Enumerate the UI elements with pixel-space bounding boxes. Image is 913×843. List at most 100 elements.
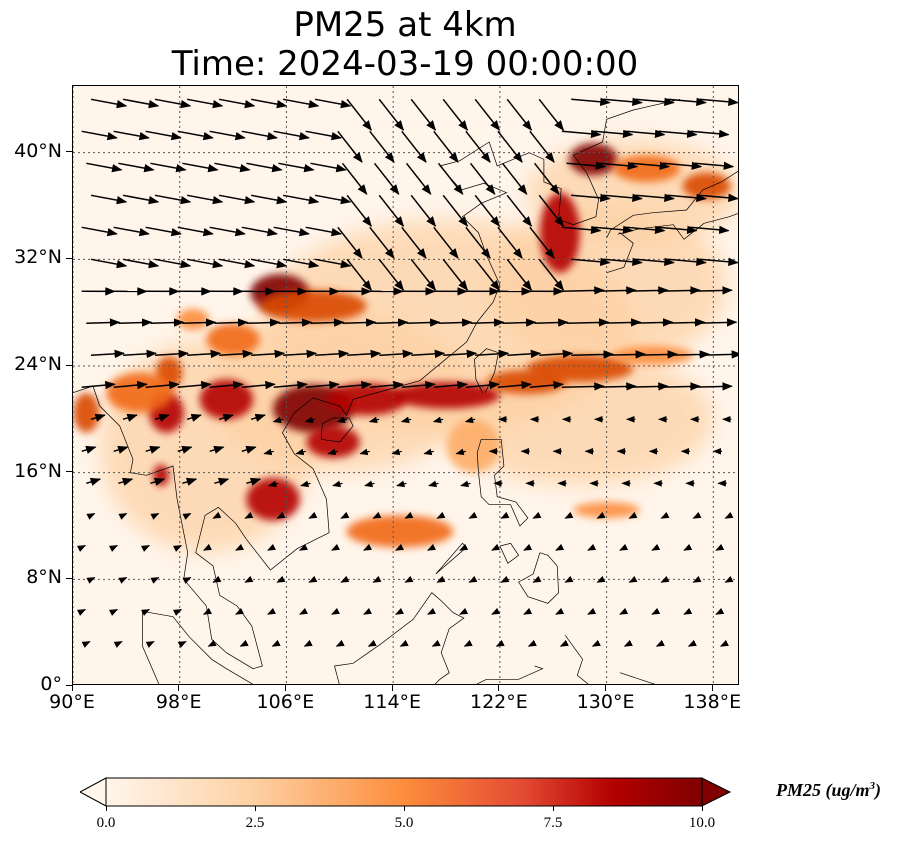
wind-vector-265 (150, 512, 160, 520)
wind-vector-342 (587, 607, 597, 615)
wind-vector-57 (630, 161, 671, 170)
wind-vector-138 (657, 286, 701, 295)
wind-vector-205 (250, 413, 266, 422)
wind-vector-288 (202, 543, 212, 551)
wind-vector-365 (655, 639, 665, 647)
wind-vector-180 (81, 380, 116, 390)
wind-vector-350 (177, 640, 187, 648)
wind-vector-244 (150, 477, 166, 486)
wind-vector-324 (692, 575, 702, 583)
wind-vector-273 (404, 511, 414, 519)
wind-vector-0 (90, 98, 128, 109)
wind-vector-45 (246, 162, 283, 173)
wind-vector-359 (463, 639, 473, 647)
wind-vector-326 (77, 608, 87, 616)
wind-vector-317 (468, 575, 478, 583)
lon-tick-label-5: 130°E (576, 691, 635, 713)
wind-vector-328 (141, 608, 151, 616)
wind-vector-19 (699, 97, 738, 106)
wind-vector-303 (683, 543, 693, 551)
wind-vector-367 (719, 639, 729, 647)
wind-vector-309 (212, 575, 222, 583)
wind-vector-191 (433, 380, 468, 390)
wind-vector-211 (432, 416, 444, 424)
coastline-5 (476, 438, 529, 527)
wind-vector-90 (401, 226, 427, 259)
wind-vector-312 (308, 575, 318, 583)
lon-tick-1 (178, 685, 180, 691)
wind-vector-8 (346, 98, 372, 131)
wind-vector-186 (273, 380, 308, 390)
wind-vector-321 (596, 575, 606, 583)
wind-vector-46 (278, 162, 315, 173)
wind-vectors (77, 97, 738, 648)
wind-vector-225 (209, 445, 225, 454)
coastline-7 (518, 552, 559, 604)
wind-vector-4 (218, 98, 256, 109)
wind-vector-231 (391, 448, 402, 456)
wind-vector-247 (246, 477, 262, 486)
wind-vector-37 (625, 129, 666, 138)
pm25-plume-23 (206, 323, 260, 356)
wind-vector-362 (559, 639, 569, 647)
wind-vector-40 (86, 162, 123, 173)
wind-vector-224 (177, 445, 193, 454)
wind-vector-287 (173, 544, 183, 552)
wind-vector-71 (442, 194, 469, 227)
wind-vector-358 (431, 639, 441, 647)
wind-vector-55 (566, 161, 607, 170)
wind-vector-271 (340, 511, 350, 519)
wind-vector-305 (86, 576, 96, 584)
wind-vector-143 (182, 318, 217, 327)
pm25-plume-20 (73, 392, 100, 433)
wind-vector-109 (378, 258, 405, 291)
wind-vector-26 (273, 130, 311, 141)
wind-vector-343 (619, 607, 629, 615)
wind-vector-348 (113, 640, 123, 648)
wind-vector-36 (593, 129, 634, 138)
pm25-plume-22 (573, 502, 640, 518)
wind-vector-264 (118, 512, 128, 520)
wind-vector-355 (335, 639, 345, 647)
wind-vector-83 (177, 226, 214, 237)
wind-vector-322 (628, 575, 638, 583)
wind-vector-101 (122, 258, 160, 269)
wind-vector-146 (278, 318, 313, 327)
wind-vector-177 (635, 350, 679, 359)
wind-vector-95 (561, 225, 602, 234)
wind-vector-331 (235, 607, 245, 615)
wind-vector-170 (411, 349, 446, 359)
wind-vector-294 (395, 543, 405, 551)
wind-vector-332 (267, 607, 277, 615)
wind-vector-280 (628, 511, 638, 519)
coastline-10 (142, 610, 254, 684)
wind-vector-38 (657, 129, 698, 138)
wind-vector-58 (662, 161, 703, 170)
coastline-12 (476, 665, 544, 684)
wind-vector-103 (186, 258, 224, 269)
wind-vector-31 (433, 130, 459, 163)
wind-vector-279 (596, 511, 606, 519)
wind-vector-119 (699, 257, 738, 266)
wind-vector-347 (81, 640, 91, 648)
wind-vector-1 (122, 98, 160, 109)
wind-vector-232 (423, 448, 434, 456)
coastline-13 (564, 635, 589, 684)
wind-vector-12 (474, 98, 501, 131)
wind-vector-293 (363, 543, 373, 551)
colorbar-tick-label-1: 2.5 (245, 815, 265, 831)
wind-vector-87 (305, 226, 343, 237)
wind-vector-41 (118, 162, 155, 173)
wind-vector-201 (122, 413, 138, 422)
lat-tick-4 (66, 577, 72, 579)
wind-vector-152 (470, 318, 505, 327)
wind-vector-209 (368, 416, 380, 424)
lon-tick-label-2: 106°E (256, 691, 315, 713)
wind-vector-154 (534, 318, 569, 327)
wind-vector-80 (81, 226, 118, 237)
wind-vector-212 (464, 416, 476, 424)
wind-vector-163 (187, 349, 222, 359)
wind-vector-263 (86, 512, 96, 520)
wind-vector-92 (465, 226, 491, 259)
wind-vector-73 (506, 194, 533, 227)
